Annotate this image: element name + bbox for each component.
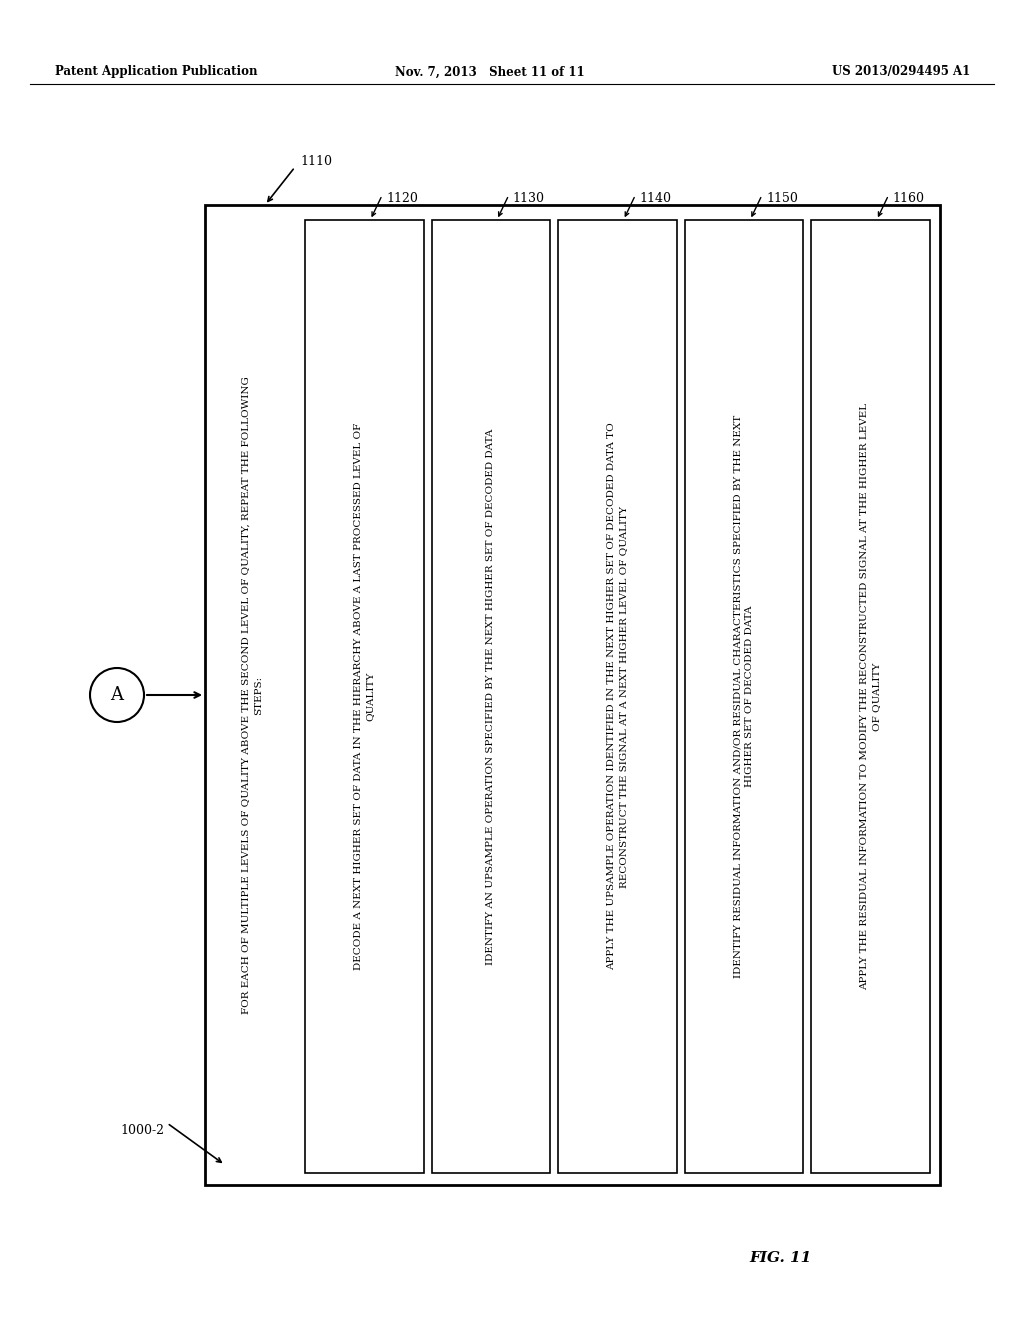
Text: APPLY THE UPSAMPLE OPERATION IDENTIFIED IN THE NEXT HIGHER SET OF DECODED DATA T: APPLY THE UPSAMPLE OPERATION IDENTIFIED … — [607, 422, 628, 970]
Text: US 2013/0294495 A1: US 2013/0294495 A1 — [831, 66, 970, 78]
Text: IDENTIFY RESIDUAL INFORMATION AND/OR RESIDUAL CHARACTERISTICS SPECIFIED BY THE N: IDENTIFY RESIDUAL INFORMATION AND/OR RES… — [734, 414, 755, 978]
Text: Nov. 7, 2013   Sheet 11 of 11: Nov. 7, 2013 Sheet 11 of 11 — [395, 66, 585, 78]
Text: IDENTIFY AN UPSAMPLE OPERATION SPECIFIED BY THE NEXT HIGHER SET OF DECODED DATA: IDENTIFY AN UPSAMPLE OPERATION SPECIFIED… — [486, 428, 496, 965]
Bar — [205, 205, 940, 1185]
Bar — [811, 220, 930, 1173]
Text: DECODE A NEXT HIGHER SET OF DATA IN THE HIERARCHY ABOVE A LAST PROCESSED LEVEL O: DECODE A NEXT HIGHER SET OF DATA IN THE … — [354, 422, 375, 970]
Text: 1000-2: 1000-2 — [120, 1123, 164, 1137]
Text: APPLY THE RESIDUAL INFORMATION TO MODIFY THE RECONSTRUCTED SIGNAL AT THE HIGHER : APPLY THE RESIDUAL INFORMATION TO MODIFY… — [860, 403, 881, 990]
Text: 1160: 1160 — [893, 191, 925, 205]
Bar — [305, 220, 424, 1173]
Bar — [558, 220, 677, 1173]
Text: 1150: 1150 — [766, 191, 798, 205]
Text: 1110: 1110 — [300, 154, 332, 168]
Text: A: A — [111, 686, 124, 704]
Text: 1130: 1130 — [513, 191, 545, 205]
Text: FIG. 11: FIG. 11 — [749, 1251, 811, 1265]
Bar — [431, 220, 550, 1173]
Text: 1140: 1140 — [639, 191, 672, 205]
Text: FOR EACH OF MULTIPLE LEVELS OF QUALITY ABOVE THE SECOND LEVEL OF QUALITY, REPEAT: FOR EACH OF MULTIPLE LEVELS OF QUALITY A… — [242, 376, 263, 1014]
Bar — [685, 220, 804, 1173]
Text: Patent Application Publication: Patent Application Publication — [55, 66, 257, 78]
Text: 1120: 1120 — [386, 191, 418, 205]
